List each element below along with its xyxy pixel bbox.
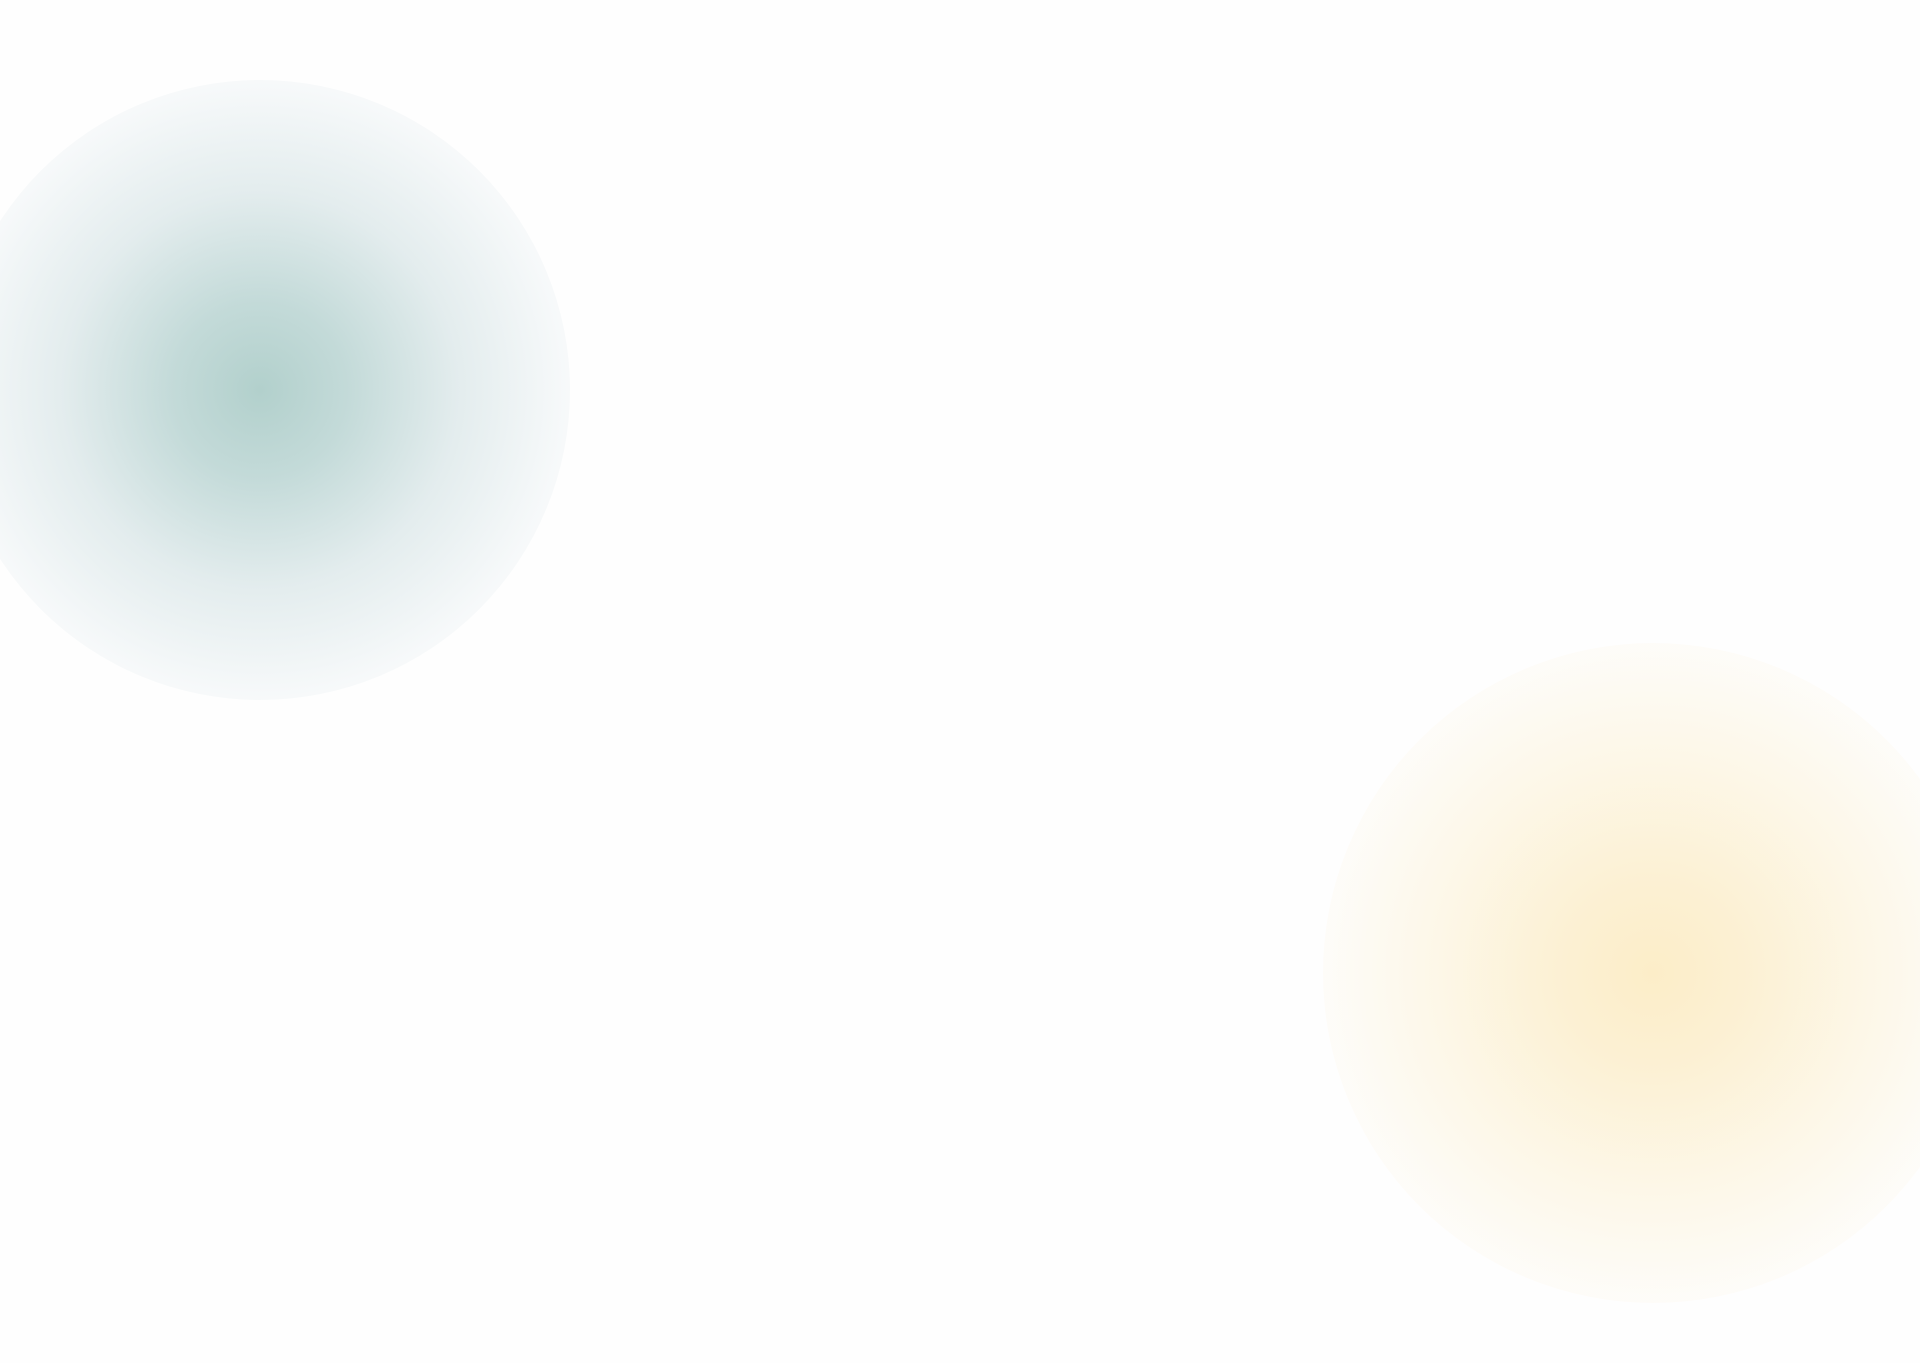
teal-gradient-glow	[0, 80, 570, 700]
amber-gradient-glow	[1323, 643, 1920, 1303]
